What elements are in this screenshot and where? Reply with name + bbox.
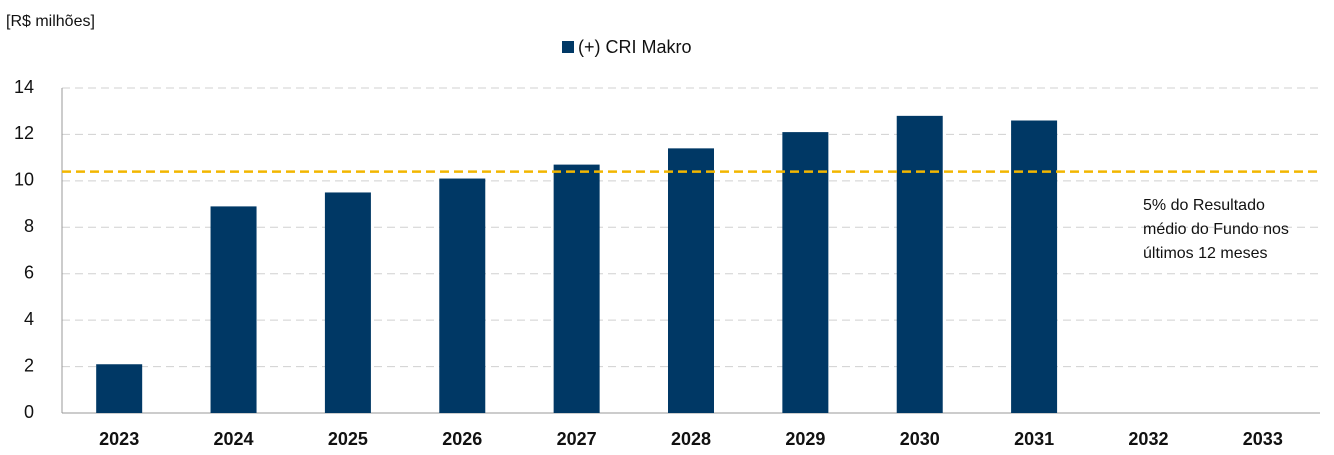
legend-swatch [562, 41, 574, 53]
bar [668, 148, 714, 413]
bar [439, 178, 486, 413]
x-tick-label: 2033 [1243, 429, 1283, 449]
bar [324, 192, 371, 413]
x-tick-label: 2032 [1128, 429, 1168, 449]
annotation: 5% do Resultado [1143, 197, 1265, 214]
bar [1011, 120, 1058, 413]
x-tick-label: 2024 [214, 429, 254, 449]
y-tick-label: 12 [14, 123, 34, 143]
bar [896, 115, 943, 413]
y-tick-label: 10 [14, 170, 34, 190]
x-tick-label: 2029 [785, 429, 825, 449]
y-tick-label: 8 [24, 216, 34, 236]
annotation: últimos 12 meses [1143, 245, 1268, 262]
y-tick-label: 6 [24, 262, 34, 282]
annotation: médio do Fundo nos [1143, 221, 1289, 238]
y-tick-label: 14 [14, 77, 34, 97]
x-tick-label: 2026 [442, 429, 482, 449]
x-tick-label: 2028 [671, 429, 711, 449]
x-tick-label: 2025 [328, 429, 368, 449]
unit-label: [R$ milhões] [6, 13, 95, 30]
y-tick-label: 2 [24, 355, 34, 375]
bar [553, 164, 600, 413]
y-tick-label: 0 [24, 402, 34, 422]
bar [96, 364, 143, 413]
x-tick-label: 2027 [557, 429, 597, 449]
y-tick-label: 4 [24, 309, 34, 329]
legend-label: (+) CRI Makro [578, 37, 692, 57]
x-tick-label: 2031 [1014, 429, 1054, 449]
x-tick-label: 2030 [900, 429, 940, 449]
bar [210, 206, 257, 413]
bar [782, 132, 829, 413]
x-tick-label: 2023 [99, 429, 139, 449]
